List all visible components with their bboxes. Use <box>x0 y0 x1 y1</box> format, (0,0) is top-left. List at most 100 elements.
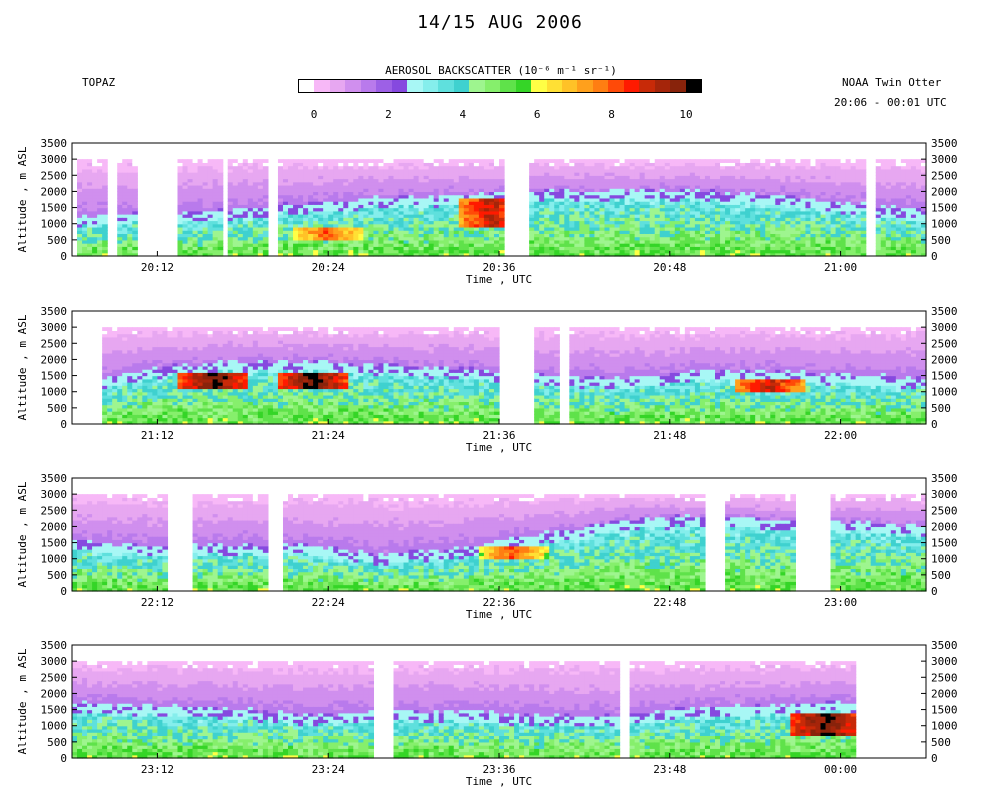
heatmap-cell <box>629 159 636 163</box>
heatmap-cell <box>433 159 440 163</box>
heatmap-cell <box>694 159 701 163</box>
heatmap-cell <box>212 204 219 209</box>
heatmap-cell <box>227 239 234 244</box>
heatmap-cell <box>242 188 249 193</box>
heatmap-cell <box>127 214 133 218</box>
heatmap-cell <box>182 197 189 202</box>
heatmap-cell <box>77 188 83 193</box>
heatmap-cell <box>192 243 199 247</box>
heatmap-cell <box>197 194 204 199</box>
heatmap-cell <box>237 175 244 180</box>
heatmap-cell <box>82 165 88 170</box>
heatmap-cell <box>252 249 259 254</box>
heatmap-cell <box>102 172 108 176</box>
colorbar-swatch <box>299 80 315 92</box>
heatmap-cell <box>197 233 204 238</box>
heatmap-cell <box>132 191 138 196</box>
heatmap-cell <box>92 188 98 193</box>
heatmap-cell <box>202 249 209 254</box>
heatmap-cell <box>237 188 244 193</box>
heatmap-cell <box>82 201 88 205</box>
heatmap-cell <box>117 233 123 238</box>
heatmap-cell <box>212 178 219 183</box>
heatmap-cell <box>895 159 902 163</box>
heatmap-cell <box>117 214 123 218</box>
heatmap-cell <box>117 197 123 202</box>
heatmap-cell <box>192 184 199 189</box>
heatmap-cell <box>227 207 234 212</box>
heatmap-cell <box>212 236 219 241</box>
heatmap-cell <box>122 191 128 196</box>
heatmap-cell <box>192 252 199 257</box>
heatmap-cell <box>202 175 209 180</box>
colorbar-swatch <box>314 80 330 92</box>
heatmap-cell <box>122 207 128 212</box>
heatmap-cell <box>77 233 83 238</box>
heatmap-cell <box>132 252 138 257</box>
heatmap-cell <box>127 246 133 251</box>
heatmap-cell <box>217 204 224 209</box>
y-tick-label-right: 2000 <box>931 185 958 198</box>
heatmap-cell <box>192 210 199 215</box>
heatmap-cell <box>227 191 234 196</box>
heatmap-cell <box>102 236 108 241</box>
heatmap-cell <box>127 207 133 212</box>
heatmap-cell <box>122 159 128 163</box>
heatmap-cell <box>92 233 98 238</box>
heatmap-cell <box>77 243 83 247</box>
heatmap-cell <box>92 197 98 202</box>
heatmap-cell <box>127 236 133 241</box>
heatmap-cell <box>202 204 209 209</box>
heatmap-cell <box>860 159 867 163</box>
x-tick-label: 20:48 <box>653 261 686 274</box>
colorbar-tick-label: 0 <box>310 108 318 121</box>
heatmap-cell <box>122 249 128 254</box>
heatmap-cell <box>132 172 138 176</box>
heatmap-cell <box>247 204 254 209</box>
heatmap-cell <box>217 168 224 173</box>
heatmap-cell <box>227 184 234 189</box>
heatmap-cell <box>790 159 796 163</box>
heatmap-cell <box>202 197 209 202</box>
heatmap-cell <box>77 214 83 218</box>
heatmap-cell <box>182 217 189 222</box>
heatmap-cell <box>122 162 128 167</box>
heatmap-cell <box>217 181 224 186</box>
heatmap-cell <box>182 220 189 225</box>
heatmap-cell <box>162 327 169 331</box>
heatmap-cell <box>212 175 219 180</box>
heatmap-cell <box>77 201 83 205</box>
heatmap-cell <box>212 246 219 251</box>
heatmap-cell <box>715 159 721 163</box>
heatmap-cell <box>800 159 807 163</box>
heatmap-cell <box>97 165 103 170</box>
heatmap-cell <box>132 249 138 254</box>
heatmap-cell <box>127 191 133 196</box>
heatmap-cell <box>127 217 133 222</box>
heatmap-cell <box>127 239 133 244</box>
heatmap-cell <box>77 181 83 186</box>
heatmap-cell <box>212 165 219 170</box>
heatmap-cell <box>102 201 108 205</box>
heatmap-cell <box>242 207 249 212</box>
heatmap-cell <box>207 207 214 212</box>
heatmap-cell <box>187 181 194 186</box>
heatmap-cell <box>132 243 138 247</box>
heatmap-cell <box>684 159 691 163</box>
heatmap-cell <box>192 175 199 180</box>
heatmap-cell <box>202 165 209 170</box>
heatmap-cell <box>97 197 103 202</box>
heatmap-cell <box>664 159 671 163</box>
heatmap-cell <box>187 210 194 215</box>
heatmap-cell <box>132 159 138 163</box>
heatmap-cell <box>237 172 244 176</box>
heatmap-cell <box>117 184 123 189</box>
heatmap-cell <box>227 175 234 180</box>
heatmap-cell <box>212 188 219 193</box>
heatmap-cell <box>127 168 133 173</box>
heatmap-cell <box>293 159 299 163</box>
heatmap-cell <box>242 233 249 238</box>
heatmap-cell <box>132 233 138 238</box>
heatmap-cell <box>247 207 254 212</box>
heatmap-cell <box>212 191 219 196</box>
